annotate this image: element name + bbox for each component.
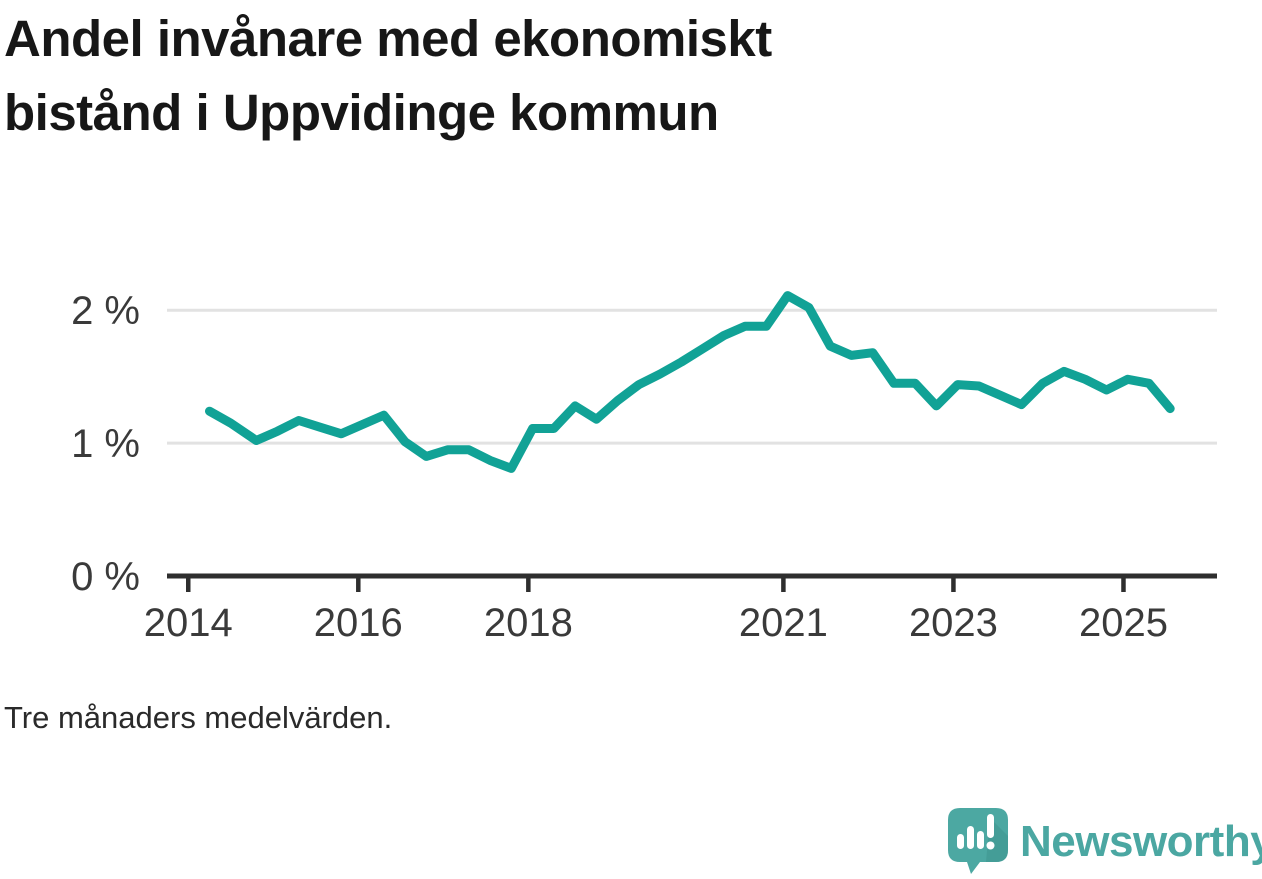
chart-title: Andel invånare med ekonomiskt bistånd i … — [4, 2, 1064, 150]
newsworthy-wordmark: Newsworthy — [1020, 817, 1262, 866]
bar-1 — [957, 834, 964, 849]
x-axis-tick-label: 2025 — [1079, 601, 1168, 645]
x-axis-tick-label: 2016 — [314, 601, 403, 645]
chart-title-line-2: bistånd i Uppvidinge kommun — [4, 84, 719, 141]
y-axis-tick-label: 2 % — [71, 289, 140, 333]
chart-title-line-1: Andel invånare med ekonomiskt — [4, 10, 772, 67]
x-axis-tick-label: 2023 — [909, 601, 998, 645]
newsworthy-logo-icon — [948, 808, 1008, 874]
bar-2 — [967, 826, 974, 849]
y-axis-tick-label: 1 % — [71, 422, 140, 466]
x-axis-tick-label: 2018 — [484, 601, 573, 645]
exclamation-bar — [987, 814, 994, 838]
exclamation-dot — [986, 841, 995, 850]
y-axis-tick-label: 0 % — [71, 555, 140, 599]
x-axis-tick-label: 2014 — [144, 601, 233, 645]
bar-3 — [977, 831, 984, 849]
branding: Newsworthy — [946, 808, 1262, 876]
x-axis-tick-label: 2021 — [739, 601, 828, 645]
data-line-series — [205, 291, 1175, 473]
chart-footnote: Tre månaders medelvärden. — [4, 700, 393, 735]
